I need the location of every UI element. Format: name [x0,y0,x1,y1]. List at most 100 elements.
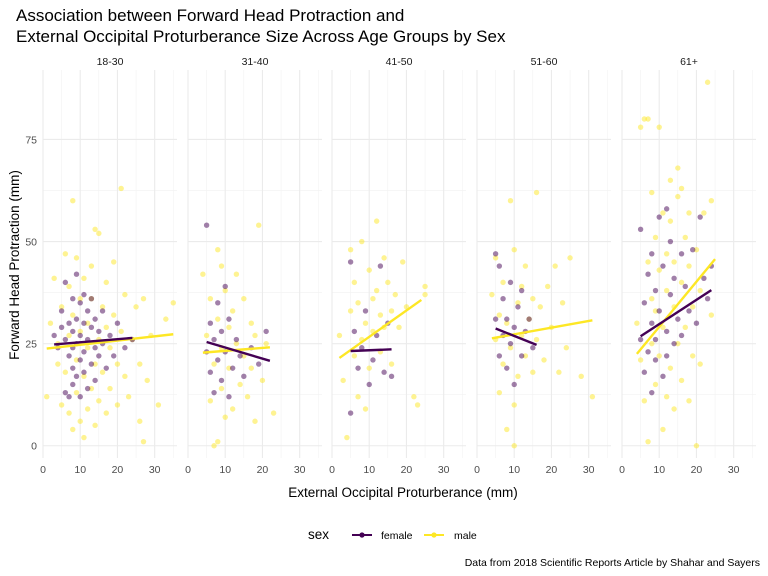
data-point-female [504,316,510,322]
data-point-male [675,340,681,347]
data-point-male [66,283,72,290]
data-point-male [58,304,65,310]
data-point-male [652,308,659,314]
data-point-female [492,251,499,257]
y-tick-label: 25 [25,339,37,351]
data-point-male [667,365,674,371]
data-point-male [373,287,380,294]
data-point-female [263,328,269,335]
data-point-male [170,300,176,306]
data-point-male [522,353,529,359]
data-point-female [637,226,644,232]
data-point-male [533,189,540,196]
data-point-female [641,369,648,375]
data-point-male [362,320,369,326]
data-point-female [103,365,109,371]
data-point-male [229,308,236,314]
data-point-female [660,373,666,380]
data-point-male [652,381,659,388]
data-point-male [233,271,240,277]
data-point-male [693,247,700,253]
chart-caption: Data from 2018 Scientific Reports Articl… [465,557,760,569]
y-tick-label: 0 [31,441,37,453]
data-point-female [377,263,384,269]
data-point-male [511,443,517,449]
data-point-female [73,271,80,277]
x-tick-label: 10 [508,464,520,476]
x-tick-label: 0 [474,464,480,476]
data-point-male [388,308,395,314]
data-point-female [207,320,214,326]
data-point-female [218,377,225,384]
data-point-male [518,283,525,290]
data-point-male [682,324,688,331]
data-point-male [530,369,536,375]
data-point-female [211,389,217,396]
data-point-female [51,332,57,339]
data-point-male [263,340,269,347]
data-point-female [62,389,69,396]
data-point-male [671,406,677,412]
data-point-female [211,336,217,343]
data-point-female [359,345,365,351]
data-point-male [211,443,217,449]
x-tick-label: 0 [329,464,335,476]
data-point-female [671,340,677,347]
legend-key-female [352,532,372,538]
data-point-female [652,336,659,343]
data-point-male [163,316,169,322]
data-point-male [559,300,566,306]
data-point-male [259,377,266,384]
data-point-male [690,353,696,359]
trend-line-female [495,327,538,346]
data-point-male [701,210,707,216]
data-point-female [355,365,361,371]
x-tick-label: 30 [583,464,595,476]
data-point-male [414,402,421,408]
data-point-female [347,259,354,265]
facet-strip-label: 41-50 [386,56,413,68]
data-point-male [73,389,80,396]
data-point-male [77,296,83,302]
data-point-male [411,394,417,400]
data-point-male [373,218,380,224]
data-point-male [122,291,128,298]
x-tick-label: 20 [401,464,413,476]
data-point-female [518,287,525,294]
data-point-male [663,287,670,294]
data-point-male [645,116,651,122]
data-point-male [347,247,354,253]
data-point-female [66,320,72,326]
data-point-male [70,426,76,433]
data-point-male [229,406,236,412]
data-point-male [708,197,715,204]
data-point-female [81,369,87,375]
data-point-male [51,275,57,281]
data-point-male [256,222,262,228]
data-point-male [111,312,117,318]
data-point-male [140,296,147,302]
trend-line-female [206,340,271,362]
data-point-female [530,345,536,351]
data-point-male [507,197,514,204]
data-point-female [114,320,121,326]
data-point-male [422,283,428,290]
data-point-male [678,279,685,286]
data-point-female [233,336,240,343]
data-point-male [671,259,677,265]
data-point-male [682,234,688,241]
data-point-female [215,357,221,363]
chart-title-line-2: External Occipital Proturberance Size Ac… [16,27,506,46]
data-point-female [660,263,666,269]
data-point-male [697,361,703,367]
data-point-male [125,394,132,400]
data-point-male [660,324,666,331]
data-point-male [73,357,80,363]
data-point-male [708,312,715,318]
trend-line-female [54,336,133,346]
data-point-male [388,361,395,367]
data-point-male [522,263,529,269]
data-point-male [215,438,221,445]
data-point-female [111,353,117,359]
data-point-male [556,369,562,375]
